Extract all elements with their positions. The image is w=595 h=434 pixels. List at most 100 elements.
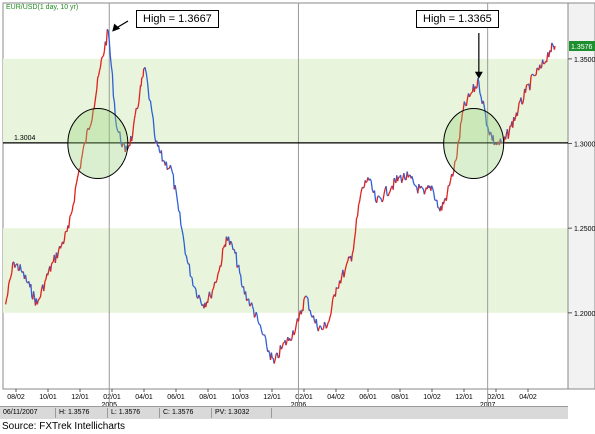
price-segment [246,298,249,302]
price-segment [434,199,437,202]
price-segment [142,68,145,77]
price-segment [413,183,416,186]
price-segment [133,114,136,120]
price-segment [389,187,392,192]
price-segment [235,252,238,268]
price-segment [256,315,259,322]
price-segment [169,164,173,170]
price-segment [220,260,223,267]
price-segment [551,42,553,45]
price-segment [518,100,521,104]
price-segment [15,263,18,266]
price-segment [330,307,333,315]
price-segment [141,76,144,78]
price-segment [206,297,210,304]
price-segment [248,298,251,307]
price-segment [106,28,109,31]
price-segment [524,84,528,93]
price-segment [79,159,82,169]
price-segment [75,177,79,184]
price-segment [423,191,426,195]
price-segment [307,298,310,311]
price-segment [240,275,243,286]
price-segment [265,338,268,347]
price-segment [115,126,119,131]
x-tick-label: 12/01 [71,394,89,401]
price-segment [334,287,337,297]
price-segment [180,224,183,230]
price-segment [477,77,480,82]
x-tick-label: 10/02 [423,394,441,401]
price-segment [412,179,415,184]
price-segment [244,291,248,301]
price-segment [455,156,458,161]
price-segment [198,294,201,299]
price-segment [95,89,98,96]
price-segment [487,126,490,132]
price-segment [420,185,423,189]
y-tick-label: 1.3000 [574,142,595,149]
price-segment [47,270,50,276]
price-segment [63,232,66,241]
price-segment [111,73,115,97]
year-label: 2006 [291,402,307,409]
price-segment [83,143,86,146]
price-segment [352,240,356,250]
price-segment [50,262,54,265]
price-segment [360,189,363,195]
x-tick-label: 06/01 [167,394,185,401]
price-segment [458,137,461,142]
x-tick-label: 08/01 [199,394,217,401]
price-segment [433,192,436,201]
price-segment [486,125,489,128]
price-segment [151,110,154,119]
price-segment [522,98,525,104]
price-segment [327,320,330,324]
price-segment [190,276,193,279]
y-tick-label: 1.3500 [574,57,595,64]
price-segment [549,50,552,53]
price-segment [382,194,385,201]
price-segment [479,92,482,97]
price-segment [131,125,135,136]
price-segment [72,201,75,205]
price-segment [343,270,346,278]
high-callout-2007: High = 1.3365 [416,10,499,28]
price-segment [208,291,211,297]
price-segment [445,194,448,201]
price-segment [11,262,14,273]
chart-frame: 1.3500 1.3000 1.2500 1.2000 08/02 10/01 12/01 0… [2,2,595,409]
price-segment [251,302,254,307]
price-segment [4,298,8,305]
price-segment [446,185,449,195]
y-tick-label: 1.2000 [574,311,595,318]
price-segment [401,178,404,183]
price-segment [88,126,91,131]
price-segment [170,168,174,173]
price-segment [358,194,362,202]
price-segment [221,248,224,261]
price-segment [357,201,361,206]
shaded-band [3,58,568,144]
price-segment [492,135,495,146]
price-segment [110,65,114,74]
price-segment [5,294,9,300]
price-segment [89,123,92,127]
shaded-band [3,228,568,313]
price-segment [252,309,256,318]
price-segment [71,204,74,212]
price-segment [112,96,116,103]
price-segment [312,315,316,322]
price-segment [315,318,318,328]
price-segment [19,264,22,271]
price-segment [452,171,455,177]
price-segment [325,326,328,329]
price-segment [59,244,63,249]
price-segment [215,279,218,284]
price-segment [10,272,13,278]
price-segment [175,190,178,197]
price-segment [69,214,72,217]
price-segment [172,174,175,190]
price-segment [157,145,161,152]
price-segment [136,106,139,110]
